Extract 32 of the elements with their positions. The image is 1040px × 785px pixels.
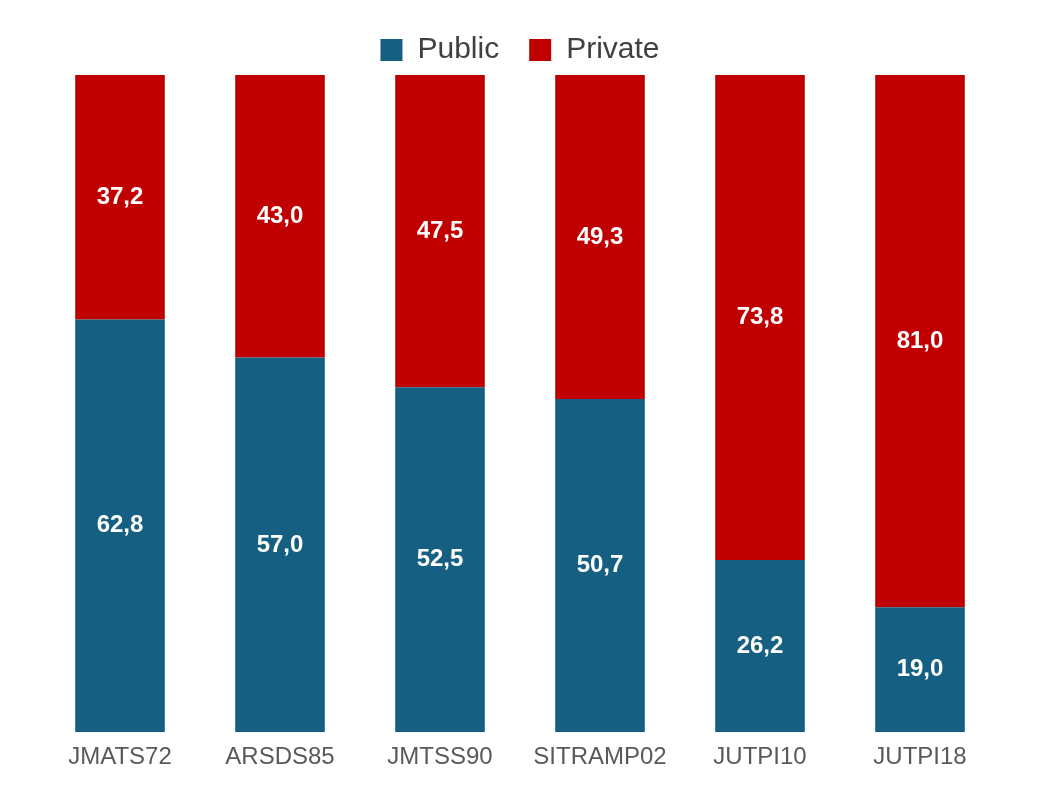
bar	[75, 75, 165, 320]
x-tick-label: JUTPI18	[873, 742, 967, 770]
data-label: 57,0	[256, 529, 304, 557]
x-tick-label: JUTPI10	[713, 742, 807, 770]
x-tick-label: JMATS72	[68, 742, 172, 770]
bar	[395, 75, 485, 388]
bar	[235, 357, 325, 733]
data-label: 62,8	[96, 510, 144, 538]
legend-label: Public	[417, 31, 500, 65]
bar	[875, 75, 965, 608]
legend-label: Private	[566, 31, 660, 65]
data-label: 81,0	[896, 325, 944, 353]
data-label: 50,7	[576, 550, 624, 578]
data-label: 73,8	[736, 302, 784, 330]
x-tick-label: SITRAMP02	[533, 742, 667, 770]
data-label: 52,5	[416, 544, 464, 572]
data-label: 47,5	[416, 215, 464, 243]
x-tick-label: JMTSS90	[387, 742, 493, 770]
bar	[715, 560, 805, 733]
bar	[75, 319, 165, 733]
bar	[235, 75, 325, 358]
data-label: 26,2	[736, 630, 784, 658]
bar	[715, 75, 805, 561]
bar	[875, 607, 965, 733]
data-label: 19,0	[896, 654, 944, 682]
data-label: 37,2	[96, 181, 144, 209]
data-label: 43,0	[256, 200, 304, 228]
x-tick-label: ARSDS85	[225, 742, 335, 770]
bar	[555, 399, 645, 733]
bar	[395, 387, 485, 733]
data-label: 49,3	[576, 221, 624, 249]
bar	[555, 75, 645, 399]
